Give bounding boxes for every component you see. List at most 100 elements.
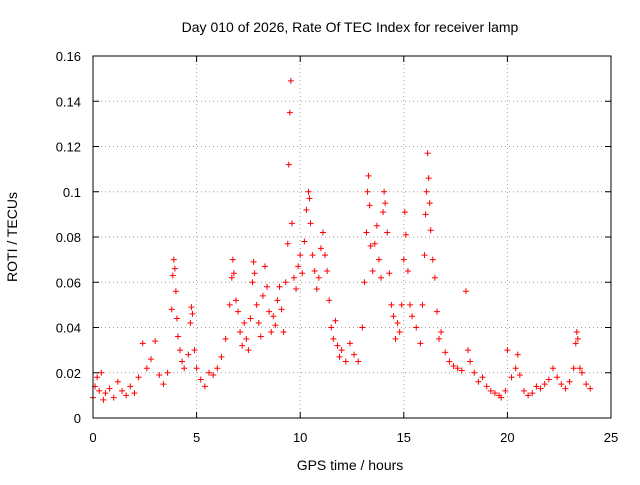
data-point bbox=[297, 252, 304, 259]
data-point bbox=[570, 365, 577, 372]
data-point bbox=[467, 358, 474, 365]
data-point bbox=[164, 369, 171, 376]
data-point bbox=[487, 387, 494, 394]
data-point bbox=[206, 369, 213, 376]
data-point bbox=[261, 263, 268, 270]
data-point bbox=[214, 365, 221, 372]
data-point bbox=[251, 270, 258, 277]
data-point bbox=[388, 301, 395, 308]
data-point bbox=[172, 288, 179, 295]
data-point bbox=[280, 329, 287, 336]
data-point bbox=[371, 240, 378, 247]
data-point bbox=[516, 372, 523, 379]
data-point bbox=[274, 297, 281, 304]
x-tick-label: 10 bbox=[293, 430, 307, 445]
y-tick-label: 0.02 bbox=[56, 366, 81, 381]
y-tick-label: 0 bbox=[74, 411, 81, 426]
data-point bbox=[512, 365, 519, 372]
data-point bbox=[290, 274, 297, 281]
data-point bbox=[392, 335, 399, 342]
data-point bbox=[324, 267, 331, 274]
data-point bbox=[554, 374, 561, 381]
data-point bbox=[249, 279, 256, 286]
y-axis-label: ROTI / TECUs bbox=[4, 192, 20, 282]
data-point bbox=[587, 385, 594, 392]
data-point bbox=[232, 297, 239, 304]
data-point bbox=[381, 188, 388, 195]
data-point bbox=[407, 301, 414, 308]
data-point bbox=[328, 324, 335, 331]
data-point bbox=[247, 315, 254, 322]
data-point bbox=[315, 274, 322, 281]
data-point bbox=[458, 367, 465, 374]
data-point bbox=[446, 358, 453, 365]
data-point bbox=[301, 238, 308, 245]
data-point bbox=[160, 381, 167, 388]
data-point bbox=[367, 243, 374, 250]
data-point bbox=[270, 313, 277, 320]
data-point bbox=[421, 252, 428, 259]
data-point bbox=[106, 385, 113, 392]
data-point bbox=[504, 347, 511, 354]
data-point bbox=[191, 347, 198, 354]
data-point bbox=[404, 267, 411, 274]
data-point bbox=[342, 358, 349, 365]
data-point bbox=[237, 329, 244, 336]
data-point bbox=[295, 263, 302, 270]
data-point bbox=[401, 209, 408, 216]
data-point bbox=[529, 390, 536, 397]
data-point bbox=[409, 313, 416, 320]
data-point bbox=[171, 265, 178, 272]
data-point bbox=[156, 372, 163, 379]
data-point bbox=[373, 222, 380, 229]
data-point bbox=[276, 283, 283, 290]
data-point bbox=[378, 274, 385, 281]
data-point bbox=[286, 109, 293, 116]
data-point bbox=[210, 372, 217, 379]
data-point bbox=[483, 383, 490, 390]
y-tick-label: 0.12 bbox=[56, 140, 81, 155]
data-point bbox=[306, 195, 313, 202]
data-point bbox=[119, 387, 126, 394]
data-point bbox=[562, 385, 569, 392]
data-point bbox=[229, 256, 236, 263]
data-point bbox=[94, 374, 101, 381]
data-point bbox=[479, 374, 486, 381]
data-point bbox=[572, 340, 579, 347]
data-point bbox=[423, 188, 430, 195]
data-point bbox=[438, 329, 445, 336]
data-point bbox=[241, 319, 248, 326]
data-point bbox=[471, 369, 478, 376]
data-point bbox=[187, 319, 194, 326]
data-point bbox=[426, 200, 433, 207]
data-point bbox=[189, 310, 196, 317]
x-axis-label: GPS time / hours bbox=[297, 457, 404, 473]
data-point bbox=[317, 245, 324, 252]
y-axis-ticks: 0 0.02 0.04 0.06 0.08 0.1 0.12 0.14 0.16 bbox=[56, 49, 611, 426]
data-point bbox=[239, 342, 246, 349]
data-point bbox=[450, 362, 457, 369]
data-point bbox=[326, 297, 333, 304]
data-point bbox=[127, 383, 134, 390]
data-point bbox=[541, 381, 548, 388]
data-point bbox=[307, 220, 314, 227]
data-point bbox=[436, 335, 443, 342]
data-point bbox=[143, 365, 150, 372]
data-point bbox=[369, 267, 376, 274]
data-point bbox=[533, 383, 540, 390]
data-point bbox=[336, 353, 343, 360]
data-point bbox=[139, 340, 146, 347]
data-point bbox=[152, 338, 159, 345]
data-point bbox=[462, 288, 469, 295]
data-point bbox=[578, 369, 585, 376]
data-point bbox=[250, 258, 257, 265]
data-point bbox=[398, 301, 405, 308]
data-point bbox=[576, 365, 583, 372]
data-point bbox=[293, 286, 300, 293]
data-point bbox=[390, 313, 397, 320]
data-point bbox=[361, 279, 368, 286]
data-point bbox=[201, 383, 208, 390]
data-point bbox=[442, 349, 449, 356]
data-point bbox=[268, 329, 275, 336]
